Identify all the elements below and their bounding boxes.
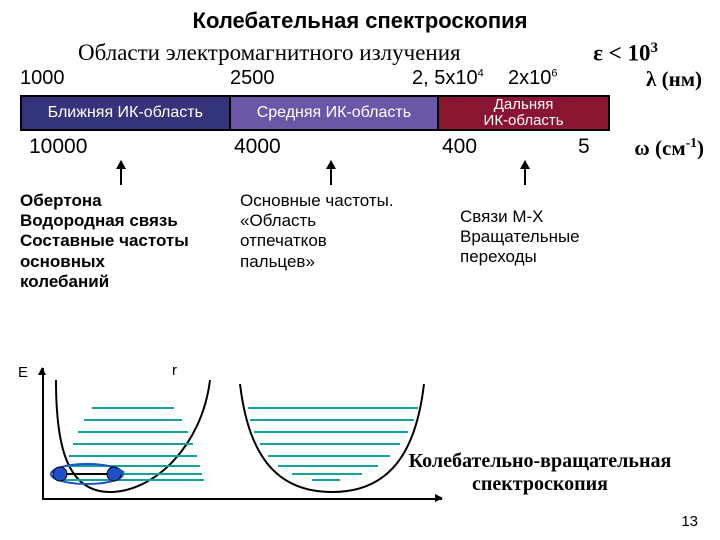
bottom-caption: Колебательно-вращательная спектроскопия bbox=[380, 450, 700, 496]
main-title: Колебательная спектроскопия bbox=[0, 0, 720, 34]
ir-band: ДальняяИК-область bbox=[439, 97, 608, 129]
note-far-ir: Связи М-ХВращательныепереходы bbox=[460, 191, 660, 293]
wavenumber-scale: ω (см-1) 1000040004005 bbox=[20, 135, 700, 161]
note-mid-ir: Основные частоты.«Областьотпечатковпальц… bbox=[240, 191, 460, 293]
ir-band: Ближняя ИК-область bbox=[22, 97, 231, 129]
wavenumber-tick: 4000 bbox=[234, 135, 281, 159]
notes-row: ОбертонаВодородная связьСоставные частот… bbox=[20, 191, 700, 293]
subtitle-row: Области электромагнитного излучения ε < … bbox=[0, 34, 720, 67]
subtitle: Области электромагнитного излучения bbox=[78, 40, 461, 67]
rotor-icon bbox=[47, 452, 127, 496]
ir-bands: Ближняя ИК-областьСредняя ИК-областьДаль… bbox=[20, 95, 610, 131]
arrows-row bbox=[20, 161, 700, 191]
lambda-label: λ (нм) bbox=[646, 67, 702, 92]
epsilon-condition: ε < 103 bbox=[593, 40, 658, 67]
ir-band: Средняя ИК-область bbox=[231, 97, 440, 129]
wavelength-tick: 2x106 bbox=[508, 67, 558, 90]
note-near-ir: ОбертонаВодородная связьСоставные частот… bbox=[20, 191, 240, 293]
wavelength-scale: λ (нм) 1000 2500 2, 5x104 2x106 bbox=[20, 67, 700, 91]
axis-e-label: E bbox=[18, 364, 28, 381]
wavenumber-tick: 5 bbox=[578, 135, 590, 159]
page-number: 13 bbox=[681, 513, 698, 530]
omega-label: ω (см-1) bbox=[634, 135, 704, 161]
up-arrow-icon bbox=[330, 161, 332, 185]
wavelength-tick: 1000 bbox=[20, 67, 65, 90]
wavenumber-tick: 400 bbox=[442, 135, 477, 159]
wavelength-tick: 2500 bbox=[230, 67, 275, 90]
up-arrow-icon bbox=[120, 161, 122, 185]
up-arrow-icon bbox=[524, 161, 526, 185]
wavenumber-tick: 10000 bbox=[29, 135, 87, 159]
wavelength-tick: 2, 5x104 bbox=[412, 67, 484, 90]
